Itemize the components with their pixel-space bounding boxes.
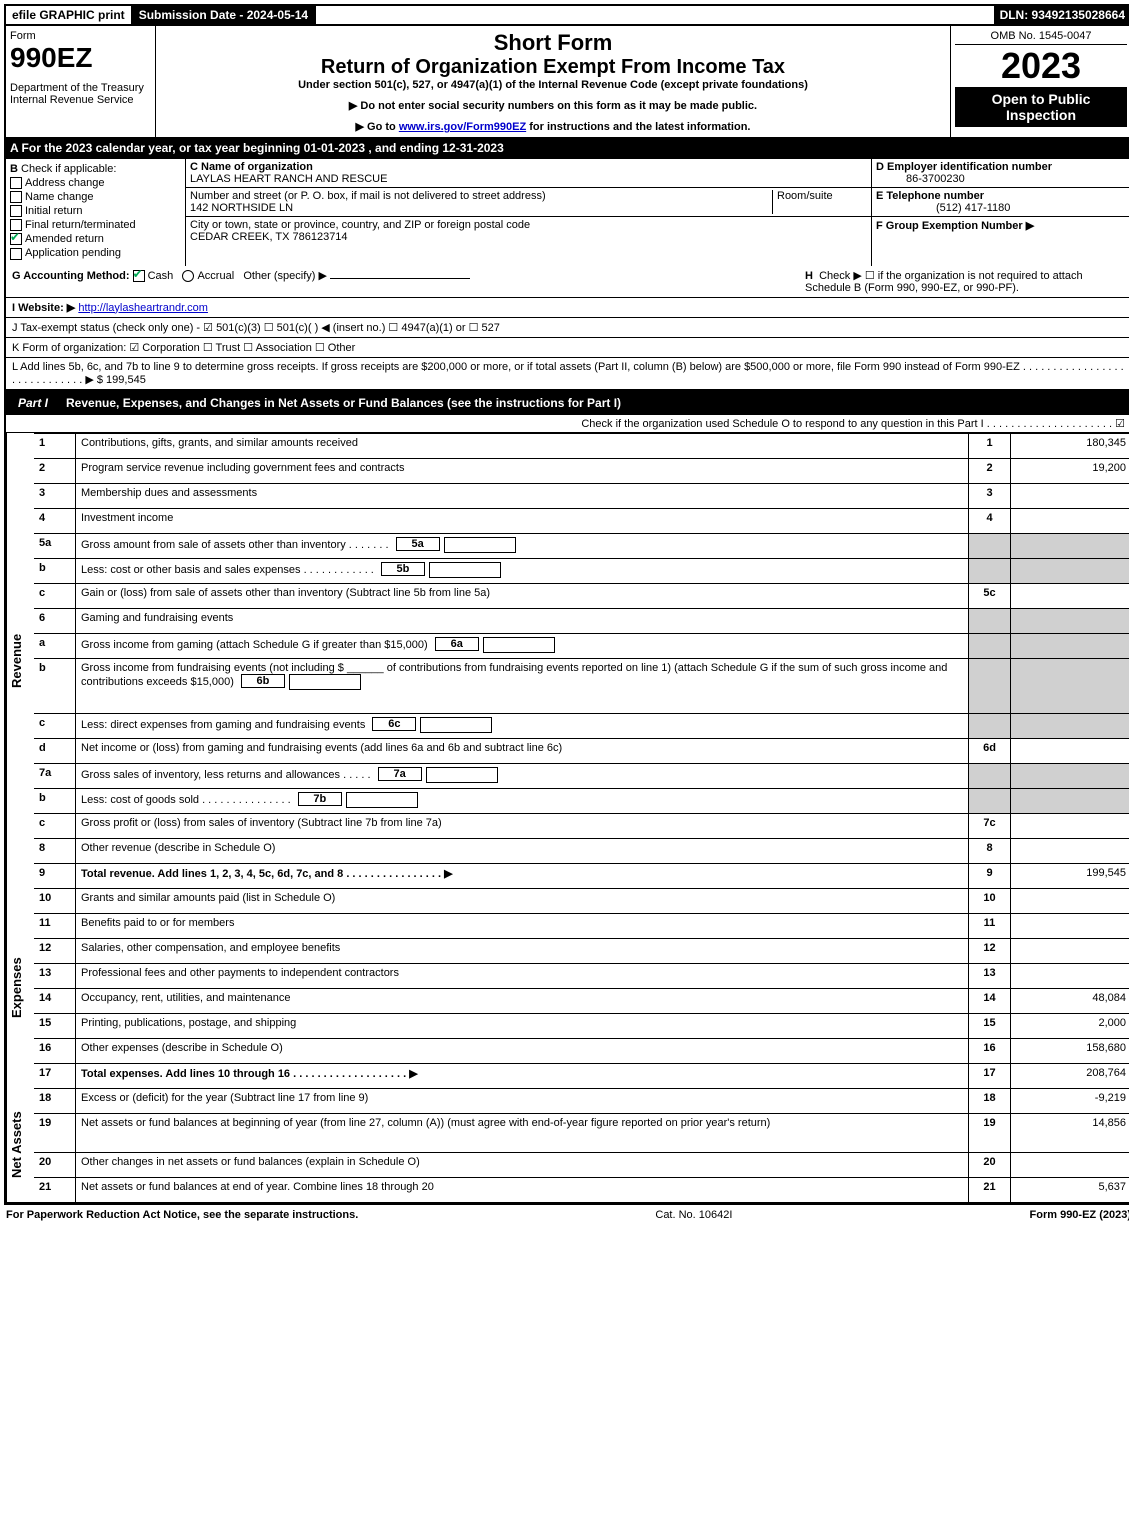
- chk-amended[interactable]: [10, 233, 22, 245]
- top-bar: efile GRAPHIC print Submission Date - 20…: [4, 4, 1129, 26]
- val-16: 158,680: [1011, 1038, 1129, 1063]
- footer-center: Cat. No. 10642I: [655, 1209, 732, 1221]
- dln-label: DLN: 93492135028664: [994, 6, 1129, 24]
- org-street: 142 NORTHSIDE LN: [190, 202, 293, 214]
- header-center: Short Form Return of Organization Exempt…: [156, 26, 951, 137]
- footer-right: Form 990-EZ (2023): [1030, 1209, 1129, 1221]
- chk-name[interactable]: [10, 191, 22, 203]
- line-i: I Website: ▶ http://laylasheartrandr.com: [4, 298, 1129, 318]
- website-link[interactable]: http://laylasheartrandr.com: [78, 302, 208, 314]
- dept-label: Department of the Treasury: [10, 82, 151, 94]
- line-l: L Add lines 5b, 6c, and 7b to line 9 to …: [4, 358, 1129, 391]
- page-footer: For Paperwork Reduction Act Notice, see …: [4, 1204, 1129, 1225]
- line-g-h: G Accounting Method: Cash Accrual Other …: [4, 266, 1129, 298]
- part-i-header: Part I Revenue, Expenses, and Changes in…: [4, 391, 1129, 415]
- goto-note: ▶ Go to www.irs.gov/Form990EZ for instru…: [160, 120, 946, 133]
- omb-number: OMB No. 1545-0047: [955, 30, 1127, 45]
- col-c: C Name of organization LAYLAS HEART RANC…: [186, 159, 871, 266]
- form-number: 990EZ: [10, 42, 151, 74]
- val-2: 19,200: [1011, 458, 1129, 483]
- revenue-rows: 1Contributions, gifts, grants, and simil…: [34, 433, 1129, 888]
- efile-label[interactable]: efile GRAPHIC print: [6, 6, 133, 24]
- gross-receipts: 199,545: [106, 374, 146, 386]
- val-21: 5,637: [1011, 1177, 1129, 1202]
- val-18: -9,219: [1011, 1088, 1129, 1113]
- part-i-sub: Check if the organization used Schedule …: [4, 415, 1129, 433]
- irs-link[interactable]: www.irs.gov/Form990EZ: [399, 121, 526, 133]
- chk-address[interactable]: [10, 177, 22, 189]
- org-city: CEDAR CREEK, TX 786123714: [190, 231, 348, 243]
- part-i-table: Revenue 1Contributions, gifts, grants, a…: [4, 433, 1129, 1204]
- section-bcdef: B Check if applicable: Address change Na…: [4, 159, 1129, 266]
- expenses-rows: 10Grants and similar amounts paid (list …: [34, 888, 1129, 1088]
- title-short-form: Short Form: [160, 30, 946, 56]
- footer-left: For Paperwork Reduction Act Notice, see …: [6, 1209, 358, 1221]
- val-15: 2,000: [1011, 1013, 1129, 1038]
- form-word: Form: [10, 30, 151, 42]
- ein-value: 86-3700230: [876, 173, 965, 185]
- line-k: K Form of organization: ☑ Corporation ☐ …: [4, 338, 1129, 358]
- phone-value: (512) 417-1180: [876, 202, 1010, 214]
- line-j: J Tax-exempt status (check only one) - ☑…: [4, 318, 1129, 338]
- subtitle: Under section 501(c), 527, or 4947(a)(1)…: [160, 79, 946, 91]
- side-revenue: Revenue: [6, 433, 34, 888]
- org-name: LAYLAS HEART RANCH AND RESCUE: [190, 173, 387, 185]
- val-19: 14,856: [1011, 1113, 1129, 1152]
- chk-cash[interactable]: [133, 270, 145, 282]
- side-expenses: Expenses: [6, 888, 34, 1088]
- tax-year: 2023: [955, 45, 1127, 87]
- netassets-rows: 18Excess or (deficit) for the year (Subt…: [34, 1088, 1129, 1202]
- val-17: 208,764: [1011, 1063, 1129, 1088]
- chk-pending[interactable]: [10, 248, 22, 260]
- val-9: 199,545: [1011, 863, 1129, 888]
- col-def: D Employer identification number 86-3700…: [871, 159, 1129, 266]
- val-1: 180,345: [1011, 433, 1129, 458]
- col-b: B Check if applicable: Address change Na…: [6, 159, 186, 266]
- irs-label: Internal Revenue Service: [10, 94, 151, 106]
- header-left: Form 990EZ Department of the Treasury In…: [6, 26, 156, 137]
- ssn-warning: ▶ Do not enter social security numbers o…: [160, 99, 946, 112]
- submission-date: Submission Date - 2024-05-14: [133, 6, 316, 24]
- chk-initial[interactable]: [10, 205, 22, 217]
- val-14: 48,084: [1011, 988, 1129, 1013]
- header-right: OMB No. 1545-0047 2023 Open to Public In…: [951, 26, 1129, 137]
- title-return: Return of Organization Exempt From Incom…: [160, 56, 946, 79]
- form-header: Form 990EZ Department of the Treasury In…: [4, 26, 1129, 139]
- line-a: A For the 2023 calendar year, or tax yea…: [4, 139, 1129, 159]
- open-to-public: Open to Public Inspection: [955, 87, 1127, 127]
- chk-accrual[interactable]: [182, 270, 194, 282]
- side-netassets: Net Assets: [6, 1088, 34, 1202]
